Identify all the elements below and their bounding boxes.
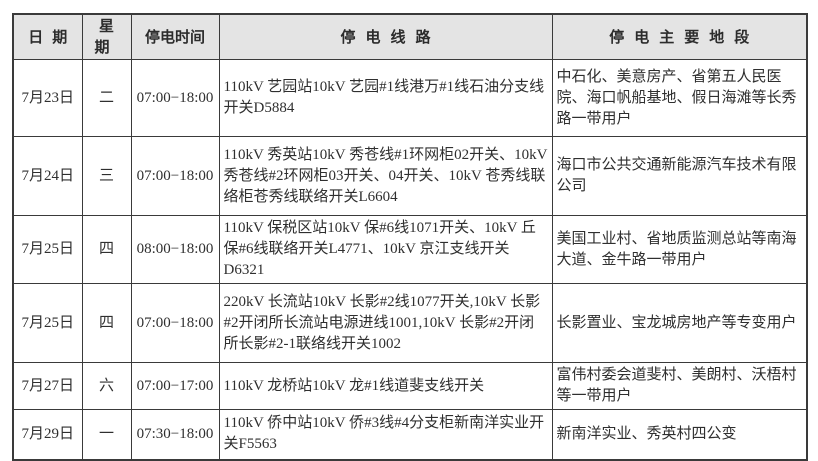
header-area: 停电主要地段 bbox=[551, 13, 808, 60]
date-cell: 7月29日 bbox=[12, 409, 83, 460]
date-cell: 7月23日 bbox=[12, 59, 83, 137]
line-cell: 110kV 保税区站10kV 保#6线1071开关、10kV 丘保#6线联络开关… bbox=[218, 215, 553, 284]
area-cell: 长影置业、宝龙城房地产等专变用户 bbox=[551, 283, 808, 363]
date-cell: 7月25日 bbox=[12, 215, 83, 284]
area-cell: 美国工业村、省地质监测总站等南海大道、金牛路一带用户 bbox=[551, 215, 808, 284]
time-cell: 07:00−18:00 bbox=[130, 136, 220, 216]
table-row: 7月25日 四 08:00−18:00 110kV 保税区站10kV 保#6线1… bbox=[12, 215, 808, 284]
header-time: 停电时间 bbox=[130, 13, 220, 60]
area-cell: 中石化、美意房产、省第五人民医院、海口帆船基地、假日海滩等长秀路一带用户 bbox=[551, 59, 808, 137]
table-row: 7月24日 三 07:00−18:00 110kV 秀英站10kV 秀苍线#1环… bbox=[12, 136, 808, 216]
weekday-cell: 四 bbox=[81, 283, 132, 363]
line-cell: 110kV 龙桥站10kV 龙#1线道斐支线开关 bbox=[218, 362, 553, 410]
header-row: 日期 星期 停电时间 停电线路 停电主要地段 bbox=[12, 13, 808, 60]
line-cell: 110kV 侨中站10kV 侨#3线#4分支柜新南洋实业开关F5563 bbox=[218, 409, 553, 460]
date-cell: 7月27日 bbox=[12, 362, 83, 410]
time-cell: 07:30−18:00 bbox=[130, 409, 220, 460]
table-row: 7月27日 六 07:00−17:00 110kV 龙桥站10kV 龙#1线道斐… bbox=[12, 362, 808, 410]
time-cell: 08:00−18:00 bbox=[130, 215, 220, 284]
table-row: 7月29日 一 07:30−18:00 110kV 侨中站10kV 侨#3线#4… bbox=[12, 409, 808, 460]
header-date: 日期 bbox=[12, 13, 83, 60]
date-cell: 7月24日 bbox=[12, 136, 83, 216]
time-cell: 07:00−18:00 bbox=[130, 283, 220, 363]
outage-schedule: 日期 星期 停电时间 停电线路 停电主要地段 7月23日 二 07:00−18:… bbox=[12, 13, 808, 461]
area-cell: 富伟村委会道斐村、美朗村、沃梧村等一带用户 bbox=[551, 362, 808, 410]
area-cell: 新南洋实业、秀英村四公变 bbox=[551, 409, 808, 460]
table-row: 7月23日 二 07:00−18:00 110kV 艺园站10kV 艺园#1线港… bbox=[12, 59, 808, 137]
header-line: 停电线路 bbox=[218, 13, 553, 60]
line-cell: 220kV 长流站10kV 长影#2线1077开关,10kV 长影#2开闭所长流… bbox=[218, 283, 553, 363]
weekday-cell: 三 bbox=[81, 136, 132, 216]
weekday-cell: 二 bbox=[81, 59, 132, 137]
date-cell: 7月25日 bbox=[12, 283, 83, 363]
weekday-cell: 一 bbox=[81, 409, 132, 460]
line-cell: 110kV 秀英站10kV 秀苍线#1环网柜02开关、10kV 秀苍线#2环网柜… bbox=[218, 136, 553, 216]
line-cell: 110kV 艺园站10kV 艺园#1线港万#1线石油分支线开关D5884 bbox=[218, 59, 553, 137]
weekday-cell: 六 bbox=[81, 362, 132, 410]
time-cell: 07:00−18:00 bbox=[130, 59, 220, 137]
table-row: 7月25日 四 07:00−18:00 220kV 长流站10kV 长影#2线1… bbox=[12, 283, 808, 363]
time-cell: 07:00−17:00 bbox=[130, 362, 220, 410]
area-cell: 海口市公共交通新能源汽车技术有限公司 bbox=[551, 136, 808, 216]
weekday-cell: 四 bbox=[81, 215, 132, 284]
outage-table: 日期 星期 停电时间 停电线路 停电主要地段 7月23日 二 07:00−18:… bbox=[12, 13, 808, 461]
header-weekday: 星期 bbox=[81, 13, 132, 60]
